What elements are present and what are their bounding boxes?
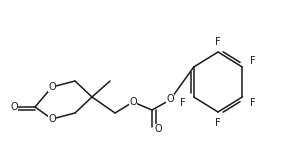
Text: F: F xyxy=(251,98,256,108)
Text: O: O xyxy=(48,82,56,92)
Text: O: O xyxy=(166,94,174,104)
Text: F: F xyxy=(251,56,256,66)
Text: O: O xyxy=(48,114,56,124)
Text: O: O xyxy=(129,97,137,107)
Text: F: F xyxy=(215,37,221,47)
Text: F: F xyxy=(180,98,186,108)
Text: F: F xyxy=(215,118,221,128)
Text: O: O xyxy=(154,124,162,134)
Text: O: O xyxy=(10,102,18,112)
